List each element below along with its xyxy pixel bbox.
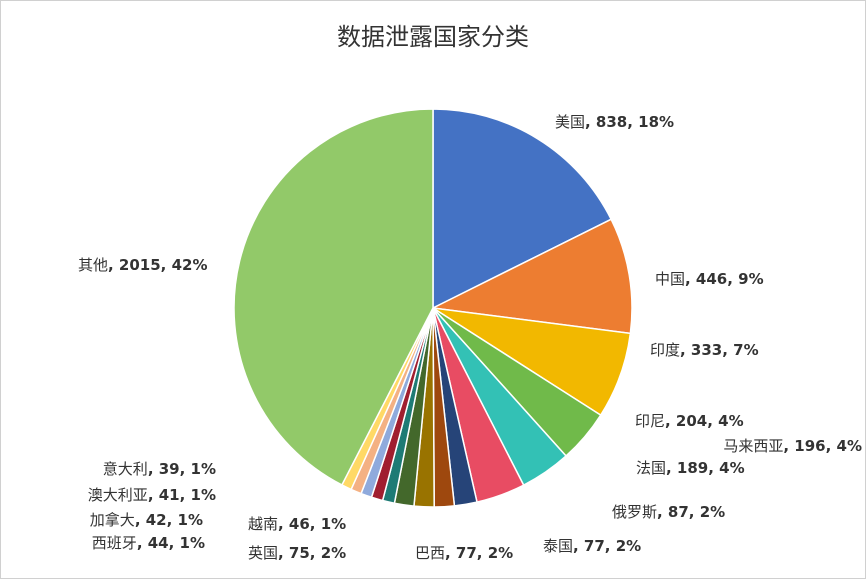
value-label: , 41, 1% <box>148 486 216 504</box>
data-label: 美国, 838, 18% <box>555 113 674 131</box>
data-label: 印度, 333, 7% <box>650 341 759 359</box>
data-label: 俄罗斯, 87, 2% <box>612 503 725 521</box>
data-label: 其他, 2015, 42% <box>78 256 208 274</box>
data-label: 英国, 75, 2% <box>248 544 346 562</box>
category-label: 中国 <box>655 270 685 288</box>
category-label: 印度 <box>650 341 680 359</box>
value-label: , 189, 4% <box>666 459 745 477</box>
pie-slice <box>430 218 633 335</box>
value-label: , 44, 1% <box>137 534 205 552</box>
value-label: , 87, 2% <box>657 503 725 521</box>
data-label: 马来西亚, 196, 4% <box>723 437 862 455</box>
data-label: 印尼, 204, 4% <box>635 412 744 430</box>
category-label: 加拿大 <box>90 511 135 529</box>
data-label: 法国, 189, 4% <box>636 459 745 477</box>
category-label: 巴西 <box>415 544 445 562</box>
value-label: , 46, 1% <box>278 515 346 533</box>
data-label: 澳大利亚, 41, 1% <box>88 486 216 504</box>
category-label: 法国 <box>636 459 666 477</box>
data-label: 中国, 446, 9% <box>655 270 764 288</box>
data-label: 泰国, 77, 2% <box>543 537 641 555</box>
data-label: 加拿大, 42, 1% <box>90 511 203 529</box>
value-label: , 333, 7% <box>680 341 759 359</box>
value-label: , 75, 2% <box>278 544 346 562</box>
data-label: 越南, 46, 1% <box>248 515 346 533</box>
value-label: , 446, 9% <box>685 270 764 288</box>
category-label: 其他 <box>78 256 108 274</box>
category-label: 西班牙 <box>92 534 137 552</box>
value-label: , 39, 1% <box>148 460 216 478</box>
chart-title: 数据泄露国家分类 <box>337 23 529 51</box>
category-label: 马来西亚 <box>723 437 783 455</box>
data-label: 意大利, 39, 1% <box>103 460 216 478</box>
category-label: 越南 <box>248 515 278 533</box>
category-label: 澳大利亚 <box>88 486 148 504</box>
data-label: 巴西, 77, 2% <box>415 544 513 562</box>
value-label: , 77, 2% <box>445 544 513 562</box>
value-label: , 42, 1% <box>135 511 203 529</box>
category-label: 泰国 <box>543 537 573 555</box>
category-label: 印尼 <box>635 412 665 430</box>
value-label: , 838, 18% <box>585 113 674 131</box>
category-label: 意大利 <box>103 460 148 478</box>
pie-slice <box>233 108 434 486</box>
category-label: 美国 <box>555 113 585 131</box>
category-label: 俄罗斯 <box>612 503 657 521</box>
pie-slice <box>432 108 613 310</box>
value-label: , 204, 4% <box>665 412 744 430</box>
data-label: 西班牙, 44, 1% <box>92 534 205 552</box>
category-label: 英国 <box>248 544 278 562</box>
value-label: , 77, 2% <box>573 537 641 555</box>
value-label: , 2015, 42% <box>108 256 208 274</box>
value-label: , 196, 4% <box>783 437 862 455</box>
